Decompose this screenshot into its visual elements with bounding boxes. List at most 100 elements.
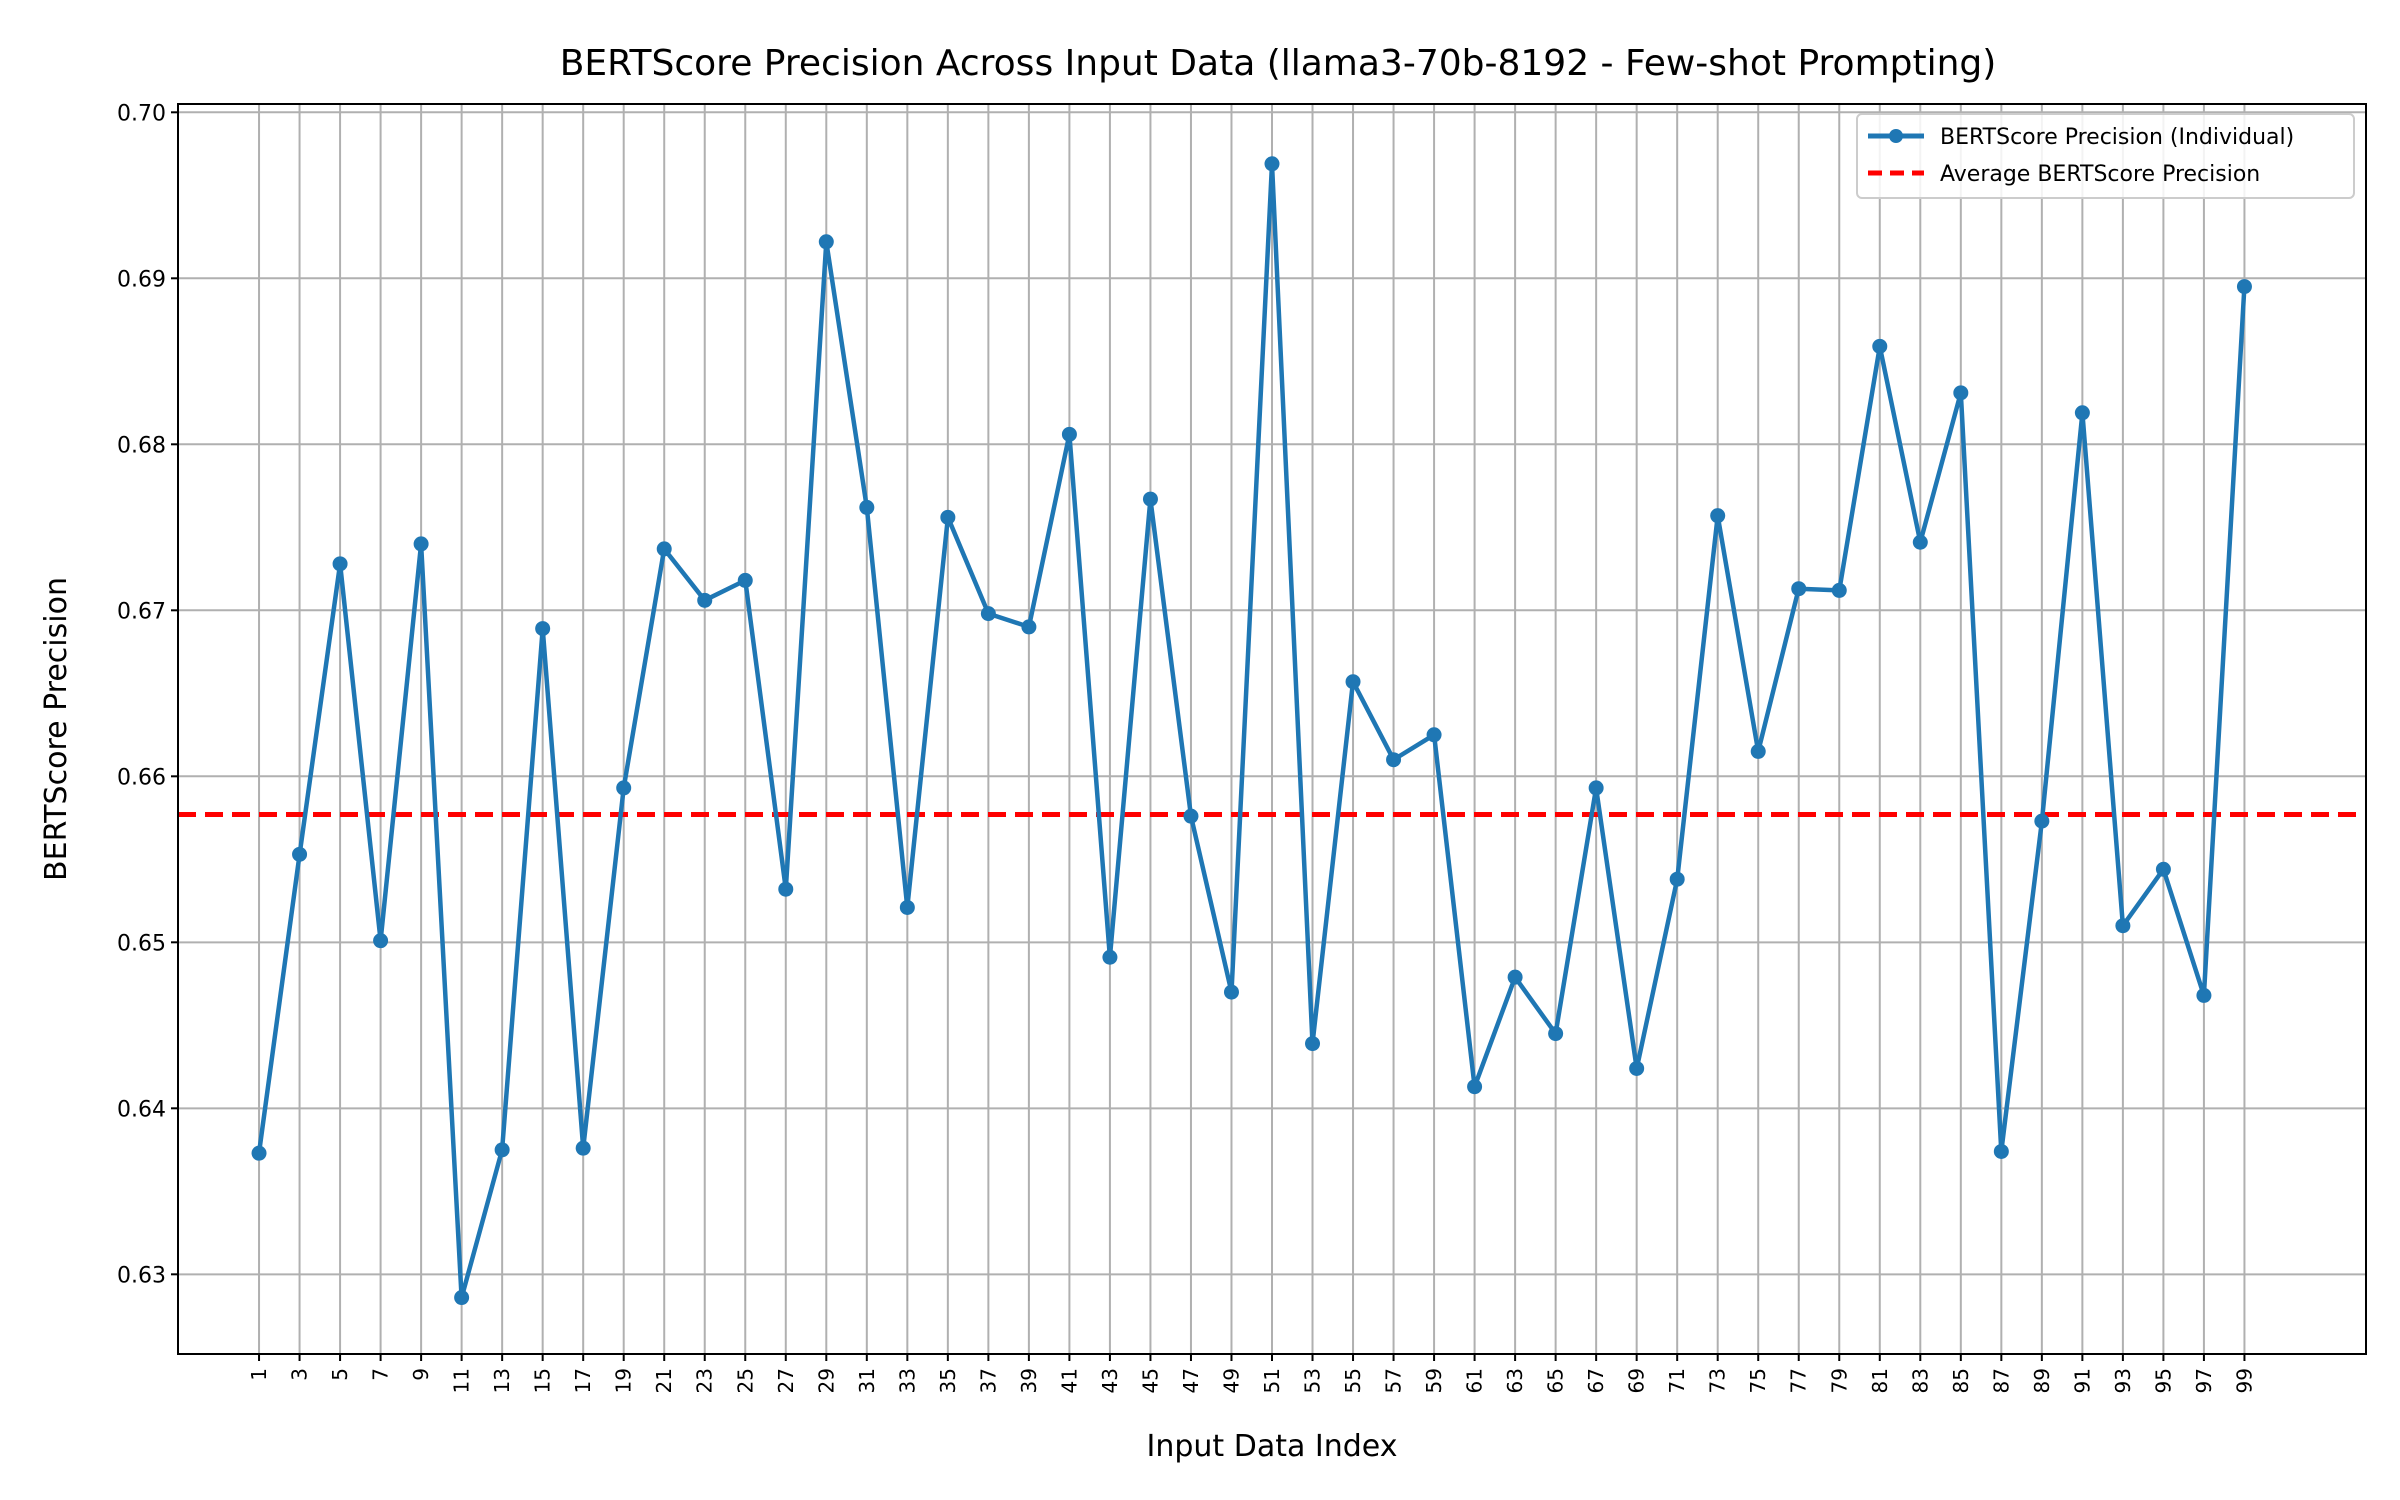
x-axis-label: Input Data Index — [1147, 1429, 1398, 1464]
y-tick-label: 0.69 — [117, 267, 166, 292]
legend-box — [1856, 113, 2355, 199]
x-tick-label: 19 — [612, 1368, 636, 1393]
x-tick-label: 69 — [1625, 1368, 1649, 1393]
data-point — [980, 606, 996, 622]
y-axis-label: BERTScore Precision — [39, 577, 74, 881]
data-point — [737, 572, 753, 588]
x-tick-label: 83 — [1908, 1368, 1932, 1393]
x-tick-label: 33 — [895, 1368, 919, 1393]
x-tick-label: 7 — [369, 1368, 393, 1381]
data-point — [1629, 1060, 1645, 1076]
data-point — [1183, 808, 1199, 824]
x-tick-label: 39 — [1017, 1368, 1041, 1393]
data-point — [494, 1142, 510, 1158]
legend-label-individual: BERTScore Precision (Individual) — [1940, 125, 2294, 150]
data-point — [251, 1145, 267, 1161]
data-point — [454, 1290, 470, 1306]
x-tick-label: 87 — [1989, 1368, 2013, 1393]
x-tick-label: 91 — [2070, 1368, 2094, 1393]
y-tick-label: 0.63 — [117, 1263, 166, 1288]
data-point — [1426, 727, 1442, 743]
data-point — [2115, 918, 2131, 934]
data-point — [1791, 581, 1807, 597]
x-tick-label: 53 — [1301, 1368, 1325, 1393]
data-point — [1872, 338, 1888, 354]
x-tick-label: 63 — [1503, 1368, 1527, 1393]
x-tick-label: 25 — [733, 1368, 757, 1393]
series-layer — [251, 156, 2252, 1306]
chart-title: BERTScore Precision Across Input Data (l… — [560, 43, 1997, 84]
data-point — [1912, 534, 1928, 550]
x-tick-label: 9 — [409, 1368, 433, 1381]
data-point — [1507, 969, 1523, 985]
x-tick-label: 67 — [1584, 1368, 1608, 1393]
data-point — [292, 846, 308, 862]
x-tick-label: 59 — [1422, 1368, 1446, 1393]
data-point — [1305, 1036, 1321, 1052]
x-tick-label: 27 — [774, 1368, 798, 1393]
series-line-individual — [256, 161, 2247, 1300]
x-tick-label: 71 — [1665, 1368, 1689, 1393]
x-tick-label: 97 — [2192, 1368, 2216, 1393]
y-tick-label: 0.64 — [117, 1097, 166, 1122]
data-point — [2196, 987, 2212, 1003]
data-point — [2155, 861, 2171, 877]
data-point — [778, 881, 794, 897]
data-point — [332, 556, 348, 572]
x-tick-label: 99 — [2232, 1368, 2256, 1393]
x-tick-label: 73 — [1706, 1368, 1730, 1393]
x-tick-label: 49 — [1219, 1368, 1243, 1393]
data-point — [1993, 1143, 2009, 1159]
x-tick-label: 47 — [1179, 1368, 1203, 1393]
data-point — [940, 509, 956, 525]
x-tick-label: 21 — [652, 1368, 676, 1393]
data-point — [2074, 405, 2090, 421]
x-tick-label: 37 — [976, 1368, 1000, 1393]
x-tick-label: 31 — [855, 1368, 879, 1393]
legend-label-average: Average BERTScore Precision — [1940, 162, 2260, 187]
x-tick-label: 43 — [1098, 1368, 1122, 1393]
x-tick-label: 55 — [1341, 1368, 1365, 1393]
data-point — [1061, 426, 1077, 442]
x-tick-label: 93 — [2111, 1368, 2135, 1393]
data-point — [899, 899, 915, 915]
x-tick-label: 29 — [814, 1368, 838, 1393]
data-point — [413, 536, 429, 552]
data-point — [1750, 743, 1766, 759]
data-point — [1953, 385, 1969, 401]
x-tick-label: 45 — [1138, 1368, 1162, 1393]
data-point — [1669, 871, 1685, 887]
x-tick-label: 35 — [936, 1368, 960, 1393]
x-tick-label: 61 — [1463, 1368, 1487, 1393]
data-point — [656, 541, 672, 557]
x-tick-label: 5 — [328, 1368, 352, 1381]
x-tick-label: 17 — [571, 1368, 595, 1393]
data-point — [1710, 508, 1726, 524]
data-point — [575, 1140, 591, 1156]
data-point — [859, 499, 875, 515]
data-point — [1223, 984, 1239, 1000]
y-tick-label: 0.67 — [117, 599, 166, 624]
data-point — [535, 621, 551, 637]
data-point — [1588, 780, 1604, 796]
y-tick-label: 0.68 — [117, 433, 166, 458]
y-tick-label: 0.66 — [117, 765, 166, 790]
x-tick-label: 79 — [1827, 1368, 1851, 1393]
x-tick-label: 1 — [247, 1368, 271, 1381]
y-axis: 0.63 0.64 0.65 0.66 0.67 0.68 0.69 0.70 — [117, 101, 178, 1288]
legend-marker-individual — [1889, 129, 1903, 143]
x-tick-label: 13 — [490, 1368, 514, 1393]
y-tick-label: 0.70 — [117, 101, 166, 126]
x-tick-label: 23 — [693, 1368, 717, 1393]
x-tick-label: 95 — [2151, 1368, 2175, 1393]
data-point — [818, 234, 834, 250]
data-point — [1021, 619, 1037, 635]
data-point — [1548, 1026, 1564, 1042]
data-point — [1142, 491, 1158, 507]
data-point — [616, 780, 632, 796]
data-point — [1831, 582, 1847, 598]
x-tick-label: 77 — [1787, 1368, 1811, 1393]
y-tick-label: 0.65 — [117, 931, 166, 956]
x-tick-label: 75 — [1746, 1368, 1770, 1393]
